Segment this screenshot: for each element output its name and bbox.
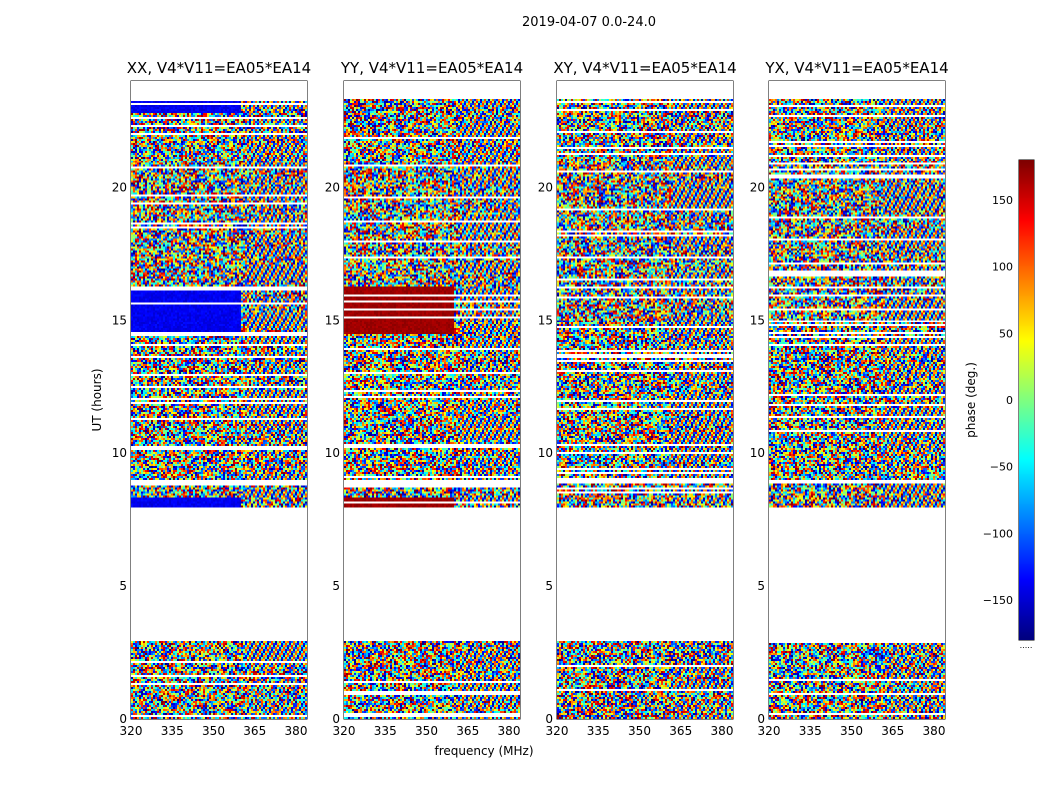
y-tick-label: 15 [112, 313, 127, 327]
colorbar-tick-label: 0 [1006, 394, 1013, 407]
x-tick-label: 320 [546, 724, 569, 738]
y-tick-label: 0 [545, 712, 553, 726]
x-tick-label: 380 [923, 724, 946, 738]
x-tick-label: 335 [799, 724, 822, 738]
x-tick-label: 320 [758, 724, 781, 738]
x-tick-label: 365 [456, 724, 479, 738]
x-tick-label: 350 [202, 724, 225, 738]
y-tick-label: 10 [750, 446, 765, 460]
y-tick-label: 20 [750, 180, 765, 194]
y-tick-label: 0 [332, 712, 340, 726]
panel-title-xy: XY, V4*V11=EA05*EA14 [553, 59, 736, 77]
y-axis-label: UT (hours) [90, 368, 104, 431]
y-tick-label: 0 [119, 712, 127, 726]
x-tick-label: 320 [333, 724, 356, 738]
colorbar-tick-label: 150 [992, 194, 1013, 207]
colorbar-tick-label: −150 [983, 594, 1013, 607]
colorbar-tick-label: −50 [990, 461, 1013, 474]
colorbar-tick-label: 50 [999, 327, 1013, 340]
colorbar-tick-label: −100 [983, 527, 1013, 540]
x-tick-label: 380 [498, 724, 521, 738]
colorbar-footnote: ..... [1020, 641, 1033, 650]
colorbar-label: phase (deg.) [964, 362, 978, 438]
y-tick-label: 15 [750, 313, 765, 327]
y-tick-label: 5 [757, 579, 765, 593]
y-tick-label: 10 [112, 446, 127, 460]
panel-title-yx: YX, V4*V11=EA05*EA14 [764, 59, 948, 77]
y-tick-label: 10 [538, 446, 553, 460]
y-tick-label: 0 [757, 712, 765, 726]
y-tick-label: 5 [119, 579, 127, 593]
figure-suptitle: 2019-04-07 0.0-24.0 [522, 15, 656, 30]
x-tick-label: 350 [415, 724, 438, 738]
heatmap-raster-xy [557, 81, 733, 719]
y-tick-label: 20 [538, 180, 553, 194]
panel-title-yy: YY, V4*V11=EA05*EA14 [340, 59, 523, 77]
x-tick-label: 335 [587, 724, 610, 738]
x-tick-label: 335 [374, 724, 397, 738]
heatmap-raster-yy [344, 81, 520, 719]
x-tick-label: 335 [161, 724, 184, 738]
panel-title-xx: XX, V4*V11=EA05*EA14 [127, 59, 311, 77]
x-tick-label: 380 [285, 724, 308, 738]
y-tick-label: 5 [332, 579, 340, 593]
x-tick-label: 320 [120, 724, 143, 738]
heatmap-raster-yx [769, 81, 945, 719]
x-tick-label: 350 [840, 724, 863, 738]
y-tick-label: 15 [325, 313, 340, 327]
y-tick-label: 20 [325, 180, 340, 194]
y-tick-label: 15 [538, 313, 553, 327]
x-tick-label: 365 [669, 724, 692, 738]
x-tick-label: 350 [628, 724, 651, 738]
heatmap-raster-xx [131, 81, 307, 719]
colorbar-gradient [1019, 160, 1034, 640]
x-tick-label: 380 [711, 724, 734, 738]
x-axis-label: frequency (MHz) [434, 744, 533, 758]
colorbar-tick-label: 100 [992, 261, 1013, 274]
x-tick-label: 365 [881, 724, 904, 738]
y-tick-label: 10 [325, 446, 340, 460]
x-tick-label: 365 [243, 724, 266, 738]
y-tick-label: 20 [112, 180, 127, 194]
y-tick-label: 5 [545, 579, 553, 593]
